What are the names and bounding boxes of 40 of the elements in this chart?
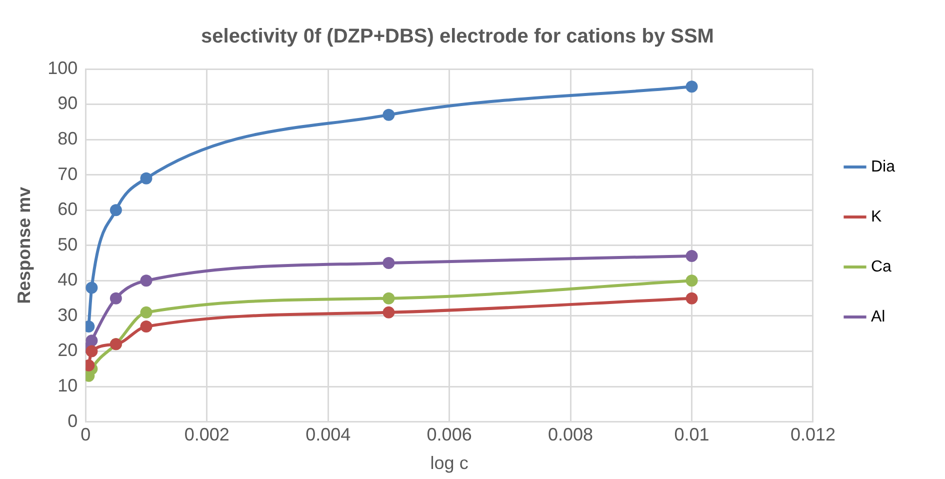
y-tick-label: 0 bbox=[68, 410, 78, 431]
y-axis-title: Response mv bbox=[14, 186, 34, 304]
y-tick-label: 90 bbox=[58, 93, 78, 114]
y-tick-label: 50 bbox=[58, 234, 78, 254]
y-tick-label: 100 bbox=[48, 58, 78, 78]
y-tick-label: 70 bbox=[58, 164, 78, 184]
point bbox=[86, 282, 98, 294]
point bbox=[110, 292, 122, 304]
y-tick-label: 60 bbox=[58, 199, 78, 220]
point bbox=[382, 306, 395, 318]
x-tick-label: 0.004 bbox=[306, 424, 351, 445]
legend-label: Dia bbox=[870, 158, 896, 176]
point bbox=[140, 320, 152, 333]
legend-label: K bbox=[870, 208, 882, 226]
x-tick-label: 0.008 bbox=[548, 424, 594, 445]
point bbox=[382, 292, 395, 304]
point bbox=[140, 274, 152, 287]
y-tick-label: 30 bbox=[58, 304, 78, 325]
legend-label: Ca bbox=[870, 258, 892, 276]
point bbox=[382, 257, 395, 270]
x-tick-label: 0.012 bbox=[790, 424, 836, 445]
x-axis-title: log c bbox=[430, 453, 468, 474]
point bbox=[140, 172, 152, 184]
y-tick-label: 80 bbox=[58, 128, 78, 149]
point bbox=[140, 306, 152, 318]
point bbox=[382, 108, 395, 121]
point bbox=[686, 80, 698, 93]
y-tick-label: 40 bbox=[58, 270, 78, 290]
x-tick-label: 0 bbox=[80, 424, 91, 445]
x-tick-label: 0.01 bbox=[674, 424, 710, 445]
chart-title: selectivity 0f (DZP+DBS) electrode for cations by SSM bbox=[201, 26, 714, 48]
point bbox=[686, 292, 698, 304]
x-tick-label: 0.006 bbox=[426, 424, 472, 445]
legend-label: Al bbox=[870, 308, 886, 326]
y-tick-label: 10 bbox=[58, 375, 78, 396]
point bbox=[686, 274, 698, 287]
x-tick-label: 0.002 bbox=[184, 424, 230, 445]
point bbox=[110, 204, 122, 216]
y-tick-label: 20 bbox=[58, 340, 78, 360]
point bbox=[686, 250, 698, 262]
